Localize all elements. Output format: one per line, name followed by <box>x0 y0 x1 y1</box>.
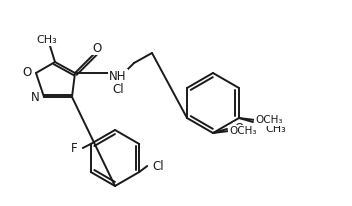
Text: OCH₃: OCH₃ <box>229 126 257 136</box>
Text: F: F <box>71 142 78 154</box>
Text: O: O <box>92 41 102 55</box>
Text: NH: NH <box>109 69 127 82</box>
Text: CH₃: CH₃ <box>265 124 286 134</box>
Text: O: O <box>234 123 244 136</box>
Text: Cl: Cl <box>152 159 164 172</box>
Text: OCH₃: OCH₃ <box>255 115 283 125</box>
Text: Cl: Cl <box>112 82 124 96</box>
Text: N: N <box>31 90 40 103</box>
Text: O: O <box>23 67 32 80</box>
Text: CH₃: CH₃ <box>37 35 57 45</box>
